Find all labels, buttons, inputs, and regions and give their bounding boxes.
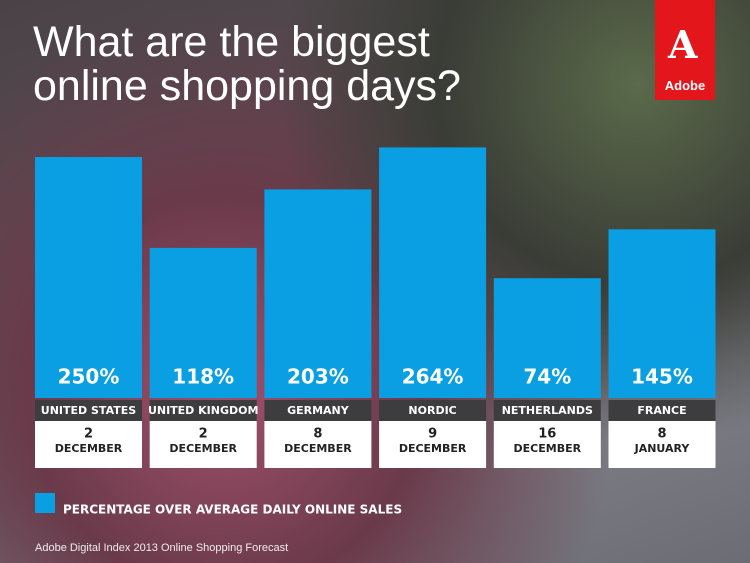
date-month: DECEMBER bbox=[284, 442, 352, 455]
date-day: 2 bbox=[199, 427, 208, 442]
category-strip bbox=[264, 400, 372, 421]
date-box bbox=[264, 421, 372, 468]
category-label: GERMANY bbox=[287, 404, 350, 417]
date-box bbox=[149, 421, 257, 468]
date-day: 9 bbox=[428, 427, 437, 442]
category-strip bbox=[379, 400, 487, 421]
category-strip bbox=[608, 400, 716, 421]
date-box bbox=[493, 421, 601, 468]
category-label: UNITED KINGDOM bbox=[148, 404, 259, 417]
category-label: UNITED STATES bbox=[41, 404, 136, 417]
category-label: FRANCE bbox=[637, 404, 686, 417]
logo: A Adobe bbox=[655, 0, 715, 100]
bar bbox=[35, 157, 142, 398]
value-label: 118% bbox=[172, 365, 234, 389]
source: Adobe Digital Index 2013 Online Shopping… bbox=[35, 542, 288, 554]
date-box bbox=[379, 421, 487, 468]
date-day: 16 bbox=[538, 427, 556, 442]
category-strip bbox=[35, 400, 142, 421]
chart-title: What are the biggest online shopping day… bbox=[33, 18, 461, 110]
category-label: NETHERLANDS bbox=[502, 404, 593, 417]
date-month: DECEMBER bbox=[514, 442, 582, 455]
date-day: 8 bbox=[313, 427, 322, 442]
date-month: JANUARY bbox=[634, 442, 691, 455]
logo-mark: A bbox=[668, 22, 698, 67]
bar bbox=[608, 229, 716, 398]
value-label: 264% bbox=[402, 365, 464, 389]
value-label: 250% bbox=[58, 365, 120, 389]
legend-swatch bbox=[35, 493, 55, 513]
category-label: NORDIC bbox=[408, 404, 456, 417]
bar bbox=[149, 247, 257, 398]
value-label: 145% bbox=[631, 365, 693, 389]
category-strip bbox=[493, 400, 601, 421]
bar bbox=[264, 189, 372, 398]
date-month: DECEMBER bbox=[169, 442, 237, 455]
date-day: 2 bbox=[84, 427, 93, 442]
date-month: DECEMBER bbox=[399, 442, 467, 455]
bar bbox=[493, 278, 601, 398]
logo-text: Adobe bbox=[664, 78, 706, 93]
date-box bbox=[35, 421, 142, 468]
value-label: 74% bbox=[523, 365, 571, 389]
date-box bbox=[608, 421, 716, 468]
value-label: 203% bbox=[287, 365, 349, 389]
date-month: DECEMBER bbox=[55, 442, 123, 455]
date-day: 8 bbox=[657, 427, 666, 442]
category-strip bbox=[149, 400, 257, 421]
legend-label: PERCENTAGE OVER AVERAGE DAILY ONLINE SAL… bbox=[63, 503, 402, 517]
bar bbox=[379, 147, 487, 398]
